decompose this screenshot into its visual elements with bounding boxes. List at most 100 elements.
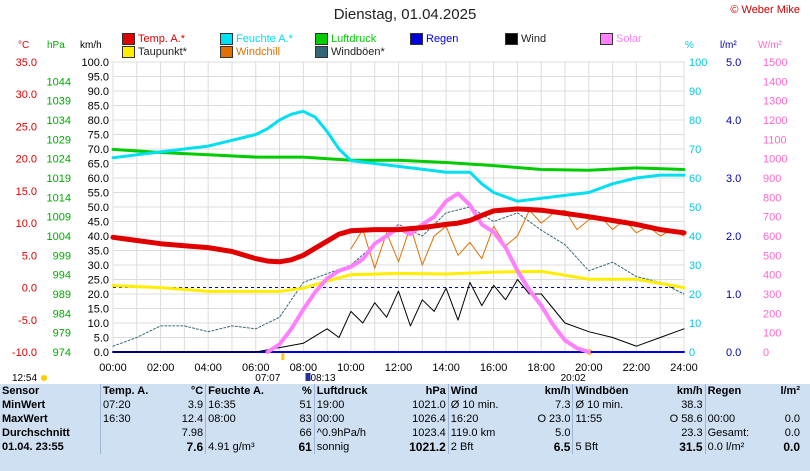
- tick-label-time: 08:00: [290, 362, 318, 374]
- stats-cell: 00:00: [313, 412, 392, 426]
- stats-cell: 61: [298, 440, 312, 454]
- tick-label-solar: 800: [763, 192, 781, 204]
- stats-cell: 0.0 l/m²: [704, 440, 770, 454]
- tick-label-solar: 100: [763, 328, 781, 340]
- stats-cell: %: [302, 385, 312, 397]
- copyright-label: © Weber Mike: [730, 4, 800, 16]
- tick-label-wind: 60.0: [88, 173, 109, 185]
- legend-item: Temp. A.*: [122, 33, 185, 45]
- stats-cell: 11:55: [572, 412, 653, 426]
- tick-label-solar: 1100: [763, 134, 787, 146]
- sunrise-label: 07:07: [255, 373, 280, 384]
- stats-cell: 7.98: [181, 427, 204, 439]
- legend-swatch: [315, 46, 328, 58]
- rain-axis-unit: l/m²: [720, 40, 737, 51]
- tick-label-humidity: 70: [689, 144, 701, 156]
- tick-label-time: 16:00: [480, 362, 508, 374]
- legend-label: Feuchte A.*: [236, 33, 293, 45]
- statistics-table: Sensor Temp. A. °C Feuchte A.% Luftdruck hPa W…: [0, 384, 802, 454]
- stats-cell: Sensor: [2, 385, 40, 397]
- stats-cell: 3.9: [187, 399, 204, 411]
- tick-label-rain: 1.0: [726, 289, 741, 301]
- sunset-label: 20:02: [561, 373, 586, 384]
- tick-label-pressure: 1014: [47, 192, 71, 204]
- tick-label-rain: 3.0: [726, 173, 741, 185]
- series-line: [112, 279, 685, 353]
- stats-cell: Windböen: [572, 384, 653, 398]
- legend-swatch: [220, 46, 233, 58]
- stats-cell: l/m²: [780, 385, 800, 397]
- tick-label-humidity: 0: [689, 347, 695, 359]
- tick-label-pressure: 984: [53, 308, 71, 320]
- tick-label-pressure: 1004: [47, 231, 71, 243]
- legend-swatch: [315, 33, 328, 45]
- tick-label-time: 12:00: [385, 362, 413, 374]
- stats-cell: 0.0: [784, 413, 800, 425]
- legend-swatch: [122, 33, 135, 45]
- stats-cell: O 58.6: [669, 413, 703, 425]
- stats-cell: Temp. A.: [100, 384, 170, 398]
- stats-cell: 1021.2: [409, 440, 446, 454]
- tick-label-pressure: 989: [53, 289, 71, 301]
- tick-label-pressure: 994: [53, 270, 71, 282]
- tick-label-wind: 45.0: [88, 217, 109, 229]
- tick-label-solar: 1000: [763, 154, 787, 166]
- legend-swatch: [600, 33, 613, 45]
- pressure-axis-unit: hPa: [47, 40, 65, 51]
- tick-label-solar: 1400: [763, 76, 787, 88]
- series-line: [111, 269, 686, 293]
- stats-cell: [769, 398, 802, 412]
- tick-label-time: 04:00: [194, 362, 222, 374]
- tick-label-humidity: 40: [689, 231, 701, 243]
- stats-cell: °C: [190, 385, 204, 397]
- stats-cell: Ø 10 min.: [572, 398, 653, 412]
- stats-cell: 7.6: [186, 440, 204, 454]
- tick-label-humidity: 30: [689, 260, 701, 272]
- tick-label-wind: 20.0: [88, 289, 109, 301]
- stats-cell: 0.0: [784, 427, 800, 439]
- stats-cell: 0.0: [783, 440, 800, 454]
- tick-label-wind: 35.0: [88, 246, 109, 258]
- tick-label-solar: 400: [763, 270, 781, 282]
- tick-label-rain: 4.0: [726, 115, 741, 127]
- tick-label-humidity: 20: [689, 289, 701, 301]
- stats-cell: 01.04. 23:55: [2, 441, 64, 453]
- tick-label-time: 22:00: [623, 362, 651, 374]
- tick-label-temp: 15.0: [16, 186, 37, 198]
- tick-label-time: 02:00: [147, 362, 175, 374]
- stats-cell: [572, 426, 653, 440]
- series-line: [112, 206, 685, 347]
- stats-cell: ^0.9hPa/h: [313, 426, 392, 440]
- stats-cell: 66: [299, 427, 312, 439]
- stats-cell: 1023.4: [412, 427, 446, 439]
- tick-label-pressure: 1019: [47, 173, 71, 185]
- stats-cell: 5.0: [555, 427, 571, 439]
- stats-cell: hPa: [425, 385, 446, 397]
- stats-row: Durchschnitt 7.98 66 ^0.9hPa/h 1023.4 119.0 k…: [0, 426, 802, 440]
- tick-label-pressure: 1034: [47, 115, 71, 127]
- stats-cell: 83: [299, 413, 312, 425]
- tick-label-pressure: 999: [53, 250, 71, 262]
- legend-label: Temp. A.*: [138, 33, 186, 45]
- stats-cell: 4.91 g/m³: [205, 440, 290, 454]
- legend-item: Solar: [600, 33, 642, 45]
- tick-label-wind: 100.0: [81, 57, 109, 69]
- legend-label: Taupunkt*: [138, 46, 187, 58]
- tick-label-wind: 5.0: [94, 333, 109, 345]
- stats-cell: Gesamt:: [704, 426, 770, 440]
- tick-label-humidity: 50: [689, 202, 701, 214]
- series-line: [265, 191, 591, 354]
- stats-cell: 6.5: [553, 440, 571, 454]
- stats-cell: 08:00: [205, 412, 290, 426]
- tick-label-wind: 75.0: [88, 130, 109, 142]
- stats-cell: 16:20: [447, 412, 521, 426]
- legend-swatch: [220, 33, 233, 45]
- stats-cell: [205, 426, 290, 440]
- tick-label-humidity: 90: [689, 86, 701, 98]
- tick-label-temp: 30.0: [16, 89, 37, 101]
- solar-noon-label: 08:13: [310, 373, 335, 384]
- stats-cell: [704, 398, 770, 412]
- chart-grid: [112, 61, 685, 353]
- stats-cell: 00:00: [704, 412, 770, 426]
- stats-cell: 19:00: [313, 398, 392, 412]
